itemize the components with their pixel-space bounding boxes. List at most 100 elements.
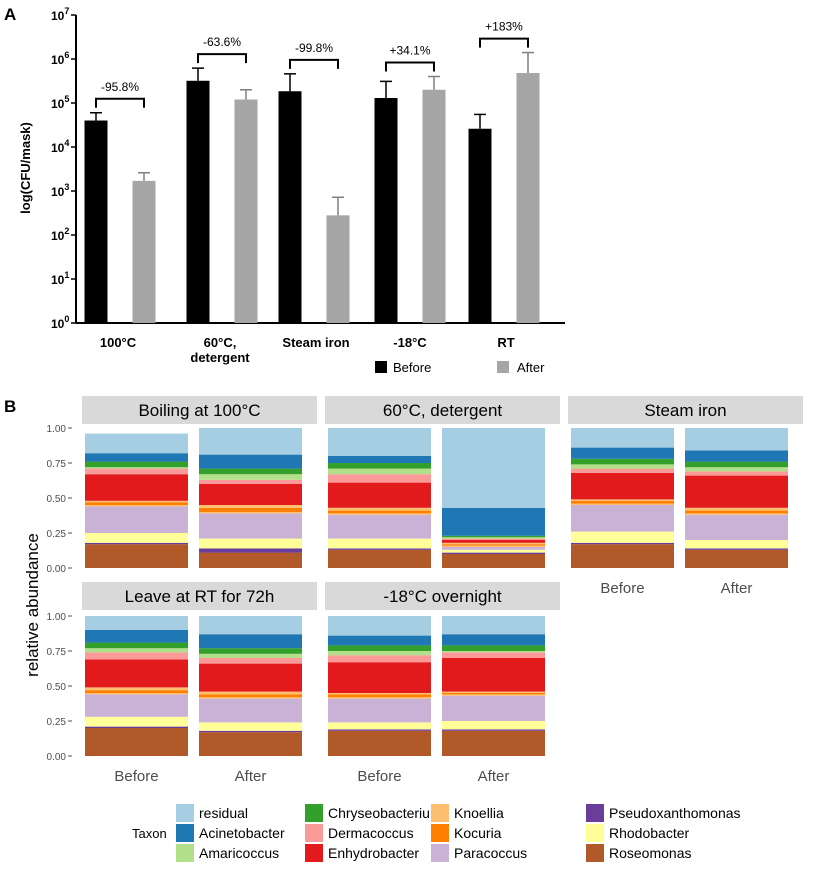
segment-knoellia bbox=[571, 499, 674, 501]
segment-knoellia bbox=[442, 545, 545, 547]
segment-rhodobacter bbox=[199, 538, 302, 549]
segment-enhydrobacter bbox=[685, 475, 788, 508]
segment-kocuria bbox=[328, 510, 431, 514]
legend-swatch-after bbox=[497, 361, 509, 373]
segment-paracoccus bbox=[85, 694, 188, 717]
facet-4: -18°C overnight Before After bbox=[325, 582, 560, 785]
taxon-legend: Taxon residual Acinetobacter Amaricoccus Ch… bbox=[132, 804, 741, 862]
y-tick-label-b: 0.75 bbox=[47, 647, 67, 658]
segment-amaricoccus bbox=[571, 464, 674, 469]
segment-kocuria bbox=[85, 502, 188, 505]
x-label-after: After bbox=[235, 768, 267, 785]
legend-swatch-kocuria bbox=[431, 824, 449, 842]
segment-pseudoxanthomonas bbox=[199, 548, 302, 553]
segment-acinetobacter bbox=[442, 634, 545, 646]
segment-pseudoxanthomonas bbox=[328, 729, 431, 731]
bar-after-3 bbox=[422, 89, 446, 324]
legend-label-paracoccus: Paracoccus bbox=[454, 845, 527, 861]
segment-enhydrobacter bbox=[442, 658, 545, 692]
facet-strip bbox=[568, 396, 803, 424]
y-tick-label-b: 1.00 bbox=[47, 612, 67, 623]
segment-residual bbox=[442, 428, 545, 508]
legend-label-dermacoccus: Dermacoccus bbox=[328, 825, 414, 841]
legend-swatch-knoellia bbox=[431, 804, 449, 822]
facet-2: Steam iron Before After bbox=[568, 396, 803, 597]
x-label-before: Before bbox=[114, 768, 158, 785]
segment-knoellia bbox=[85, 687, 188, 691]
segment-knoellia bbox=[442, 691, 545, 693]
segment-residual bbox=[85, 616, 188, 630]
percent-change-label-2: -99.8% bbox=[295, 41, 333, 55]
facet-1: 60°C, detergent bbox=[325, 396, 560, 568]
segment-dermacoccus bbox=[85, 468, 188, 475]
percent-change-label-3: +34.1% bbox=[389, 44, 430, 58]
segment-rhodobacter bbox=[328, 722, 431, 730]
stacked-bar-before bbox=[85, 433, 188, 568]
bar-after-1 bbox=[234, 99, 258, 323]
segment-dermacoccus bbox=[199, 479, 302, 484]
facet-3: Leave at RT for 72h 0.00 0.25 0.50 0.75 1.00 B… bbox=[47, 582, 317, 785]
bar-before-0 bbox=[84, 120, 108, 323]
segment-paracoccus bbox=[442, 695, 545, 721]
segment-pseudoxanthomonas bbox=[85, 542, 188, 545]
x-label-after: After bbox=[478, 768, 510, 785]
segment-roseomonas bbox=[199, 732, 302, 756]
facet-strip bbox=[82, 396, 317, 424]
bar-before-2 bbox=[278, 91, 302, 323]
segment-paracoccus bbox=[442, 547, 545, 550]
segment-chryseobacterium bbox=[685, 461, 788, 468]
segment-dermacoccus bbox=[328, 655, 431, 663]
segment-knoellia bbox=[685, 513, 788, 515]
legend-label-knoellia: Knoellia bbox=[454, 805, 504, 821]
category-label-1: 60°C, bbox=[204, 335, 237, 350]
bar-after-4 bbox=[516, 73, 540, 323]
stacked-bar-after bbox=[442, 428, 545, 568]
segment-chryseobacterium bbox=[328, 463, 431, 469]
category-label-2: Steam iron bbox=[282, 335, 349, 350]
segment-paracoccus bbox=[199, 698, 302, 723]
facet-strip bbox=[82, 582, 317, 610]
segment-rhodobacter bbox=[442, 721, 545, 730]
segment-chryseobacterium bbox=[85, 642, 188, 649]
legend-label-acinetobacter: Acinetobacter bbox=[199, 825, 285, 841]
legend-label-pseudoxanthomonas: Pseudoxanthomonas bbox=[609, 805, 741, 821]
segment-knoellia bbox=[199, 697, 302, 699]
bar-before-1 bbox=[186, 80, 210, 323]
segment-residual bbox=[571, 428, 674, 448]
x-label-after: After bbox=[721, 580, 753, 597]
segment-chryseobacterium bbox=[571, 458, 674, 465]
legend-swatch-rhodobacter bbox=[586, 824, 604, 842]
legend-label-rhodobacter: Rhodobacter bbox=[609, 825, 690, 841]
legend-swatch-roseomonas bbox=[586, 844, 604, 862]
segment-kocuria bbox=[442, 693, 545, 695]
segment-dermacoccus bbox=[685, 471, 788, 476]
legend-title: Taxon bbox=[132, 826, 167, 841]
segment-roseomonas bbox=[328, 730, 431, 756]
segment-knoellia bbox=[685, 507, 788, 511]
segment-enhydrobacter bbox=[571, 472, 674, 500]
facet-title: Boiling at 100°C bbox=[138, 401, 260, 420]
segment-residual bbox=[85, 433, 188, 454]
y-tick-label: 100 bbox=[51, 314, 69, 331]
segment-residual bbox=[685, 428, 788, 451]
y-tick-label: 107 bbox=[51, 6, 69, 23]
stacked-bar-before bbox=[571, 428, 674, 568]
segment-kocuria bbox=[199, 694, 302, 698]
segment-amaricoccus bbox=[199, 474, 302, 480]
segment-chryseobacterium bbox=[85, 461, 188, 468]
segment-enhydrobacter bbox=[328, 482, 431, 508]
segment-residual bbox=[199, 428, 302, 455]
segment-pseudoxanthomonas bbox=[571, 542, 674, 545]
segment-dermacoccus bbox=[571, 468, 674, 473]
percent-change-label-1: -63.6% bbox=[203, 35, 241, 49]
segment-enhydrobacter bbox=[85, 659, 188, 688]
segment-knoellia bbox=[328, 513, 431, 515]
segment-kocuria bbox=[328, 694, 431, 698]
segment-pseudoxanthomonas bbox=[442, 552, 545, 554]
y-tick-labels: 100 101 102 103 104 105 106 107 bbox=[51, 6, 76, 331]
segment-enhydrobacter bbox=[328, 662, 431, 693]
segment-acinetobacter bbox=[442, 507, 545, 536]
segment-paracoccus bbox=[199, 513, 302, 539]
segment-knoellia bbox=[442, 694, 545, 696]
